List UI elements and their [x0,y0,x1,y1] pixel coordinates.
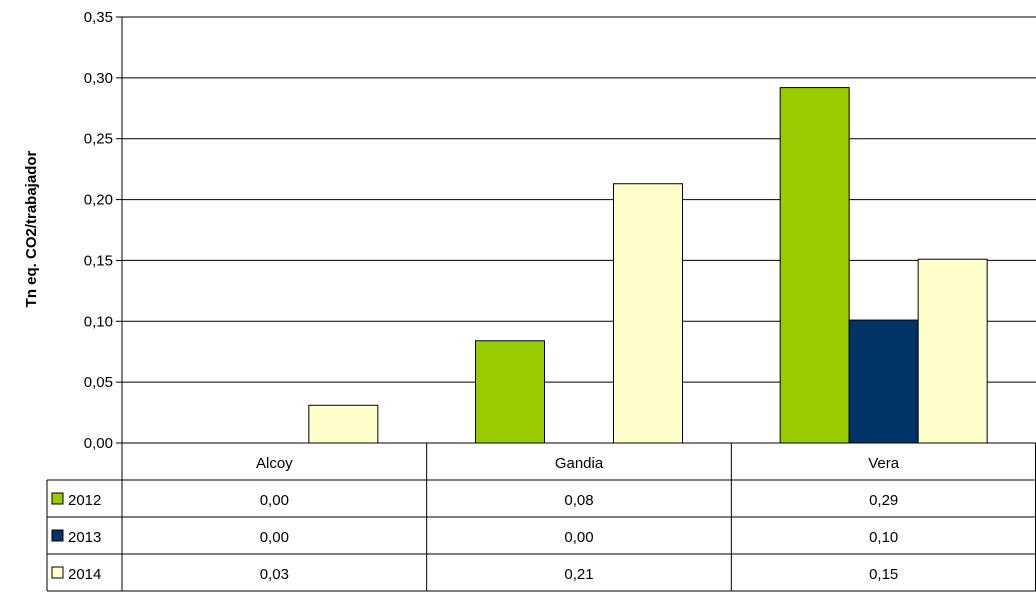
legend-label: 2012 [68,492,101,509]
data-label: 0,15 [869,566,898,583]
category-label: Vera [868,455,900,472]
y-tick-label: 0,10 [84,313,113,330]
legend-label: 2014 [68,566,101,583]
bar-2014 [308,404,379,444]
data-label: 0,00 [260,529,289,546]
y-tick-label: 0,25 [84,131,113,148]
y-tick-label: 0,15 [84,252,113,269]
y-tick-label: 0,35 [84,9,113,26]
legend-label: 2013 [68,529,101,546]
data-label: 0,08 [564,492,593,509]
data-label: 0,29 [869,492,898,509]
bar-2012 [475,340,545,444]
legend-swatch-2014 [51,566,64,579]
y-tick-label: 0,00 [84,435,113,452]
category-label: Gandia [555,455,604,472]
legend-swatch-2013 [51,529,64,542]
data-label: 0,00 [260,492,289,509]
y-axis-label: Tn eq. CO2/trabajador [23,150,40,307]
data-label: 0,21 [564,566,593,583]
bar-2012 [779,87,850,444]
bar-2014 [917,258,988,444]
category-label: Alcoy [256,455,293,472]
legend-swatch-2012 [51,492,64,505]
bar-2013 [848,319,919,444]
data-label: 0,00 [564,529,593,546]
data-label: 0,10 [869,529,898,546]
y-tick-label: 0,20 [84,192,113,209]
y-tick-label: 0,30 [84,70,113,87]
data-label: 0,03 [260,566,289,583]
y-tick-label: 0,05 [84,374,113,391]
bar-2014 [613,183,683,444]
